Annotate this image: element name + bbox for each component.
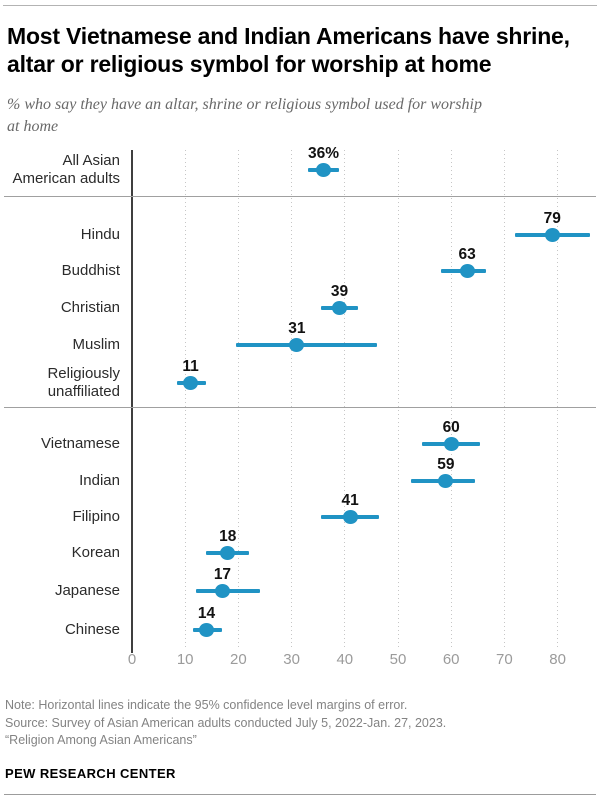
data-dot bbox=[183, 376, 199, 390]
data-dot bbox=[544, 228, 560, 242]
category-label: Religiously unaffiliated bbox=[47, 365, 120, 400]
grid-line bbox=[237, 150, 239, 647]
x-axis-tick-label: 20 bbox=[230, 651, 247, 668]
category-label: All Asian American adults bbox=[12, 152, 120, 187]
x-axis-tick-label: 80 bbox=[549, 651, 566, 668]
data-dot bbox=[331, 301, 347, 315]
category-label: Vietnamese bbox=[41, 435, 120, 452]
x-axis-tick-label: 60 bbox=[442, 651, 460, 668]
data-dot bbox=[316, 163, 332, 177]
category-label: Buddhist bbox=[61, 262, 120, 279]
group-separator-line bbox=[4, 407, 596, 408]
data-dot bbox=[289, 338, 305, 352]
grid-line bbox=[344, 150, 346, 647]
x-axis-tick-label: 10 bbox=[176, 651, 194, 668]
data-dot bbox=[342, 510, 358, 524]
brand-wordmark: PEW RESEARCH CENTER bbox=[5, 766, 176, 781]
category-label: Christian bbox=[60, 299, 120, 316]
category-label: Japanese bbox=[54, 582, 120, 599]
value-label: 59 bbox=[437, 456, 455, 473]
error-bar bbox=[235, 343, 377, 347]
data-dot bbox=[198, 623, 214, 637]
grid-line bbox=[557, 150, 559, 647]
category-label: Indian bbox=[79, 472, 120, 489]
value-label: 17 bbox=[213, 566, 232, 583]
x-axis-tick-label: 0 bbox=[127, 651, 137, 668]
dot-plot: 0 10 20 30 40 50 60 70 80 All Asian American adul… bbox=[0, 145, 600, 680]
x-axis-tick-label: 70 bbox=[496, 651, 513, 668]
data-dot bbox=[443, 437, 459, 451]
data-dot bbox=[214, 584, 230, 598]
grid-line bbox=[397, 150, 399, 647]
note-text: Note: Horizontal lines indicate the 95% … bbox=[5, 698, 408, 712]
source-text: Source: Survey of Asian American adults … bbox=[5, 716, 447, 730]
category-label: Filipino bbox=[72, 508, 120, 525]
value-label: 11 bbox=[182, 358, 199, 375]
value-label: 79 bbox=[543, 210, 561, 227]
value-label: 31 bbox=[288, 320, 306, 337]
chart-subtitle: % who say they have an altar, shrine or … bbox=[7, 96, 482, 135]
value-label: 63 bbox=[458, 246, 476, 263]
value-label: 14 bbox=[197, 605, 216, 622]
value-label: 18 bbox=[219, 528, 237, 545]
data-dot bbox=[438, 474, 454, 488]
top-border bbox=[3, 5, 597, 6]
bottom-border bbox=[4, 794, 596, 795]
value-label: 36% bbox=[308, 145, 340, 162]
x-axis-tick-label: 50 bbox=[389, 651, 407, 668]
chart-title: Most Vietnamese and Indian Americans hav… bbox=[7, 23, 570, 77]
data-dot bbox=[220, 546, 236, 560]
grid-line bbox=[450, 150, 452, 647]
category-label: Korean bbox=[71, 544, 120, 561]
category-label: Muslim bbox=[72, 336, 121, 353]
quote-text: “Religion Among Asian Americans” bbox=[5, 733, 197, 747]
x-axis-tick-label: 30 bbox=[283, 651, 300, 668]
value-label: 60 bbox=[442, 419, 460, 436]
group-separator-line bbox=[4, 196, 596, 197]
data-dot bbox=[459, 264, 475, 278]
category-label: Hindu bbox=[80, 226, 120, 243]
value-label: 39 bbox=[330, 283, 349, 300]
grid-line bbox=[291, 150, 293, 647]
grid-line bbox=[503, 150, 505, 647]
y-axis-line bbox=[131, 150, 133, 653]
x-axis-tick-label: 40 bbox=[336, 651, 354, 668]
value-label: 41 bbox=[341, 492, 359, 509]
grid-line bbox=[184, 150, 186, 647]
category-label: Chinese bbox=[64, 621, 120, 638]
